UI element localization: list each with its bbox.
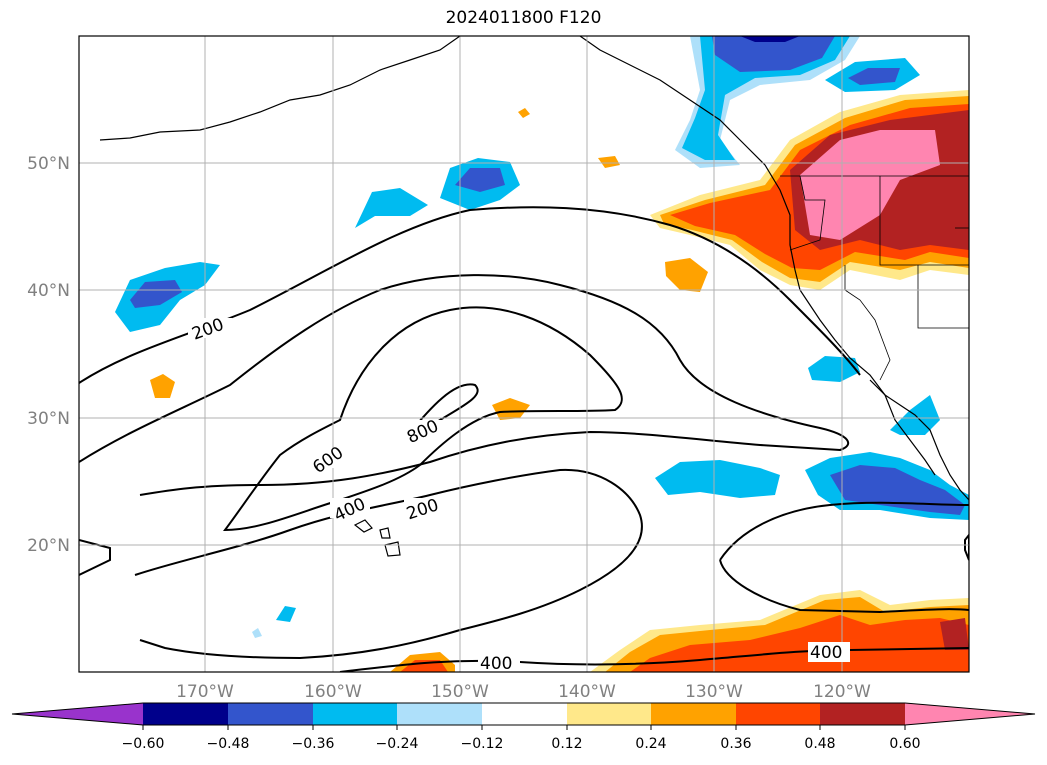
longitude-labels: 170°W 160°W 150°W 140°W 130°W 120°W [176,682,871,702]
colorbar-extend-high [905,703,1035,725]
colorbar-segment [397,703,482,725]
contour-label: 400 [810,643,842,663]
lon-label-160w: 160°W [304,682,362,702]
colorbar-tick-label: −0.60 [122,736,165,752]
coastlines [99,36,969,557]
colorbar-segment [736,703,820,725]
colorbar-segment [482,703,567,725]
latitude-labels: 20°N 30°N 40°N 50°N [27,154,70,556]
colorbar-tick-label: −0.36 [292,736,335,752]
lat-label-40n: 40°N [27,281,70,301]
colorbar-segment [567,703,651,725]
colorbar-segment [228,703,313,725]
contour-label: 400 [480,654,512,674]
colorbar-tick-label: −0.24 [376,736,419,752]
lat-label-20n: 20°N [27,536,70,556]
colorbar-tick-label: −0.12 [461,736,504,752]
lat-label-50n: 50°N [27,154,70,174]
lon-label-130w: 130°W [685,682,743,702]
plot-frame [78,35,970,673]
graticule [79,36,969,672]
lon-label-140w: 140°W [558,682,616,702]
colorbar-ticks [142,725,906,730]
map-title: 2024011800 F120 [445,8,602,28]
borders [780,175,969,381]
colorbar-tick-label: 0.24 [635,736,666,752]
colorbar-segment [143,703,228,725]
colorbar-tick-label: 0.36 [720,736,751,752]
colorbar-tick-label: 0.48 [804,736,835,752]
lat-label-30n: 30°N [27,409,70,429]
colorbar-segment [313,703,397,725]
lon-label-120w: 120°W [813,682,871,702]
colorbar-segment [820,703,905,725]
lon-label-150w: 150°W [431,682,489,702]
colorbar-tick-label: −0.48 [207,736,250,752]
colorbar: −0.60 −0.48 −0.36 −0.24 −0.12 0.12 0.24 … [11,702,1036,752]
colorbar-segment [651,703,736,725]
lon-label-170w: 170°W [176,682,234,702]
colorbar-tick-label: 0.60 [889,736,920,752]
colorbar-extend-low [12,703,143,725]
colorbar-tick-label: 0.12 [551,736,582,752]
